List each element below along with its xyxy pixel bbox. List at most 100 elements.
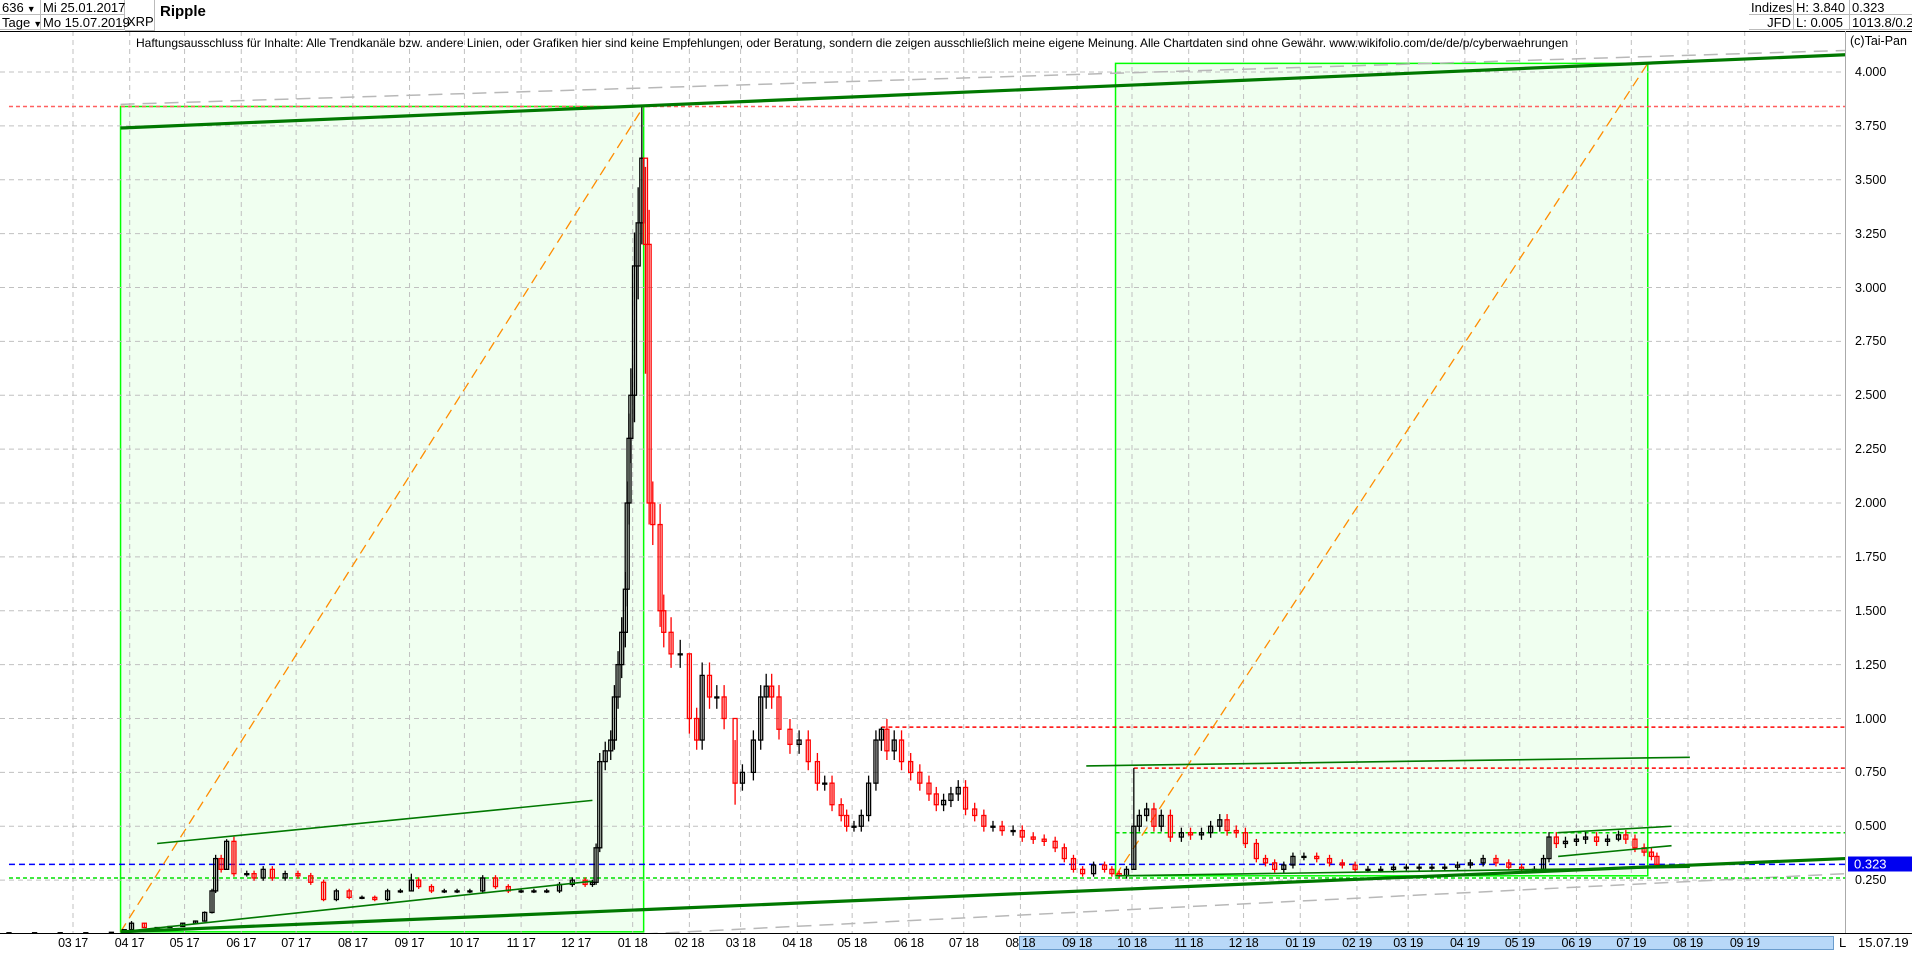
candle-body: [865, 782, 872, 817]
candle-body: [940, 799, 947, 806]
candle-body: [1070, 857, 1077, 871]
candle-body: [661, 610, 667, 633]
candle-body: [668, 631, 674, 655]
candle-body: [694, 717, 700, 741]
candle-body: [333, 890, 340, 901]
candle-body: [1151, 808, 1157, 827]
candle-body: [1019, 829, 1025, 838]
price-tick-label: 4.000: [1855, 65, 1887, 79]
candle-body: [972, 808, 978, 817]
end-date: 15.07.19: [1858, 935, 1909, 950]
candle-body: [1290, 855, 1296, 866]
candle-body: [1326, 857, 1333, 864]
candle-body: [1562, 840, 1569, 845]
time-tick-label: 12 18: [1228, 936, 1259, 950]
time-tick-label: 05 17: [169, 936, 200, 950]
candle-body: [269, 868, 276, 879]
price-tick-label: 3.750: [1855, 118, 1887, 133]
diagonal-projection-line: [1114, 63, 1649, 877]
candle-body: [955, 786, 961, 795]
candle-body: [1416, 866, 1422, 869]
candle-body: [642, 157, 649, 246]
time-tick-label: 09 18: [1062, 936, 1092, 950]
candle-body: [615, 663, 621, 698]
trend-line: [120, 880, 593, 933]
candle-body: [714, 696, 720, 699]
time-tick-label: 07 17: [281, 936, 312, 950]
candle-body: [732, 717, 738, 784]
candle-body: [1109, 868, 1115, 875]
trend-line: [1086, 756, 1690, 767]
candle-body: [796, 739, 802, 746]
candle-body: [397, 890, 404, 893]
time-scrollbar[interactable]: [1019, 936, 1834, 950]
candle-body: [1403, 866, 1409, 869]
time-tick-label: 06 17: [226, 936, 257, 950]
candle-body: [1217, 819, 1223, 827]
candle-body: [908, 760, 914, 774]
candle-body: [917, 771, 923, 784]
candle-body: [282, 873, 288, 879]
candle-body: [602, 750, 608, 763]
candle-body: [593, 847, 599, 883]
period: Tage: [2, 15, 31, 30]
candle-body: [763, 685, 769, 698]
candle-body: [829, 782, 835, 806]
candle-body: [251, 873, 257, 879]
candle-body: [1493, 857, 1499, 864]
candle-body: [933, 793, 939, 806]
time-tick-label: 02 18: [674, 936, 705, 950]
price-tick-label: 2.750: [1855, 334, 1887, 349]
candle-body: [518, 890, 524, 893]
time-tick-label: 04 17: [114, 936, 145, 950]
symbol: XRP: [125, 0, 155, 31]
bar-count-dropdown[interactable]: 636 ▼: [0, 0, 41, 15]
candle-body: [844, 814, 850, 827]
candle-body: [1454, 864, 1461, 868]
date-to[interactable]: Mo 15.07.2019: [41, 15, 130, 30]
price-tick-label: 0.250: [1855, 873, 1887, 888]
log-scale-button[interactable]: L: [1839, 935, 1847, 950]
candle-body: [244, 873, 250, 876]
candle-body: [1352, 864, 1358, 870]
candle-body: [1136, 814, 1142, 827]
date-from[interactable]: Mi 25.01.2017: [41, 0, 126, 15]
price-tick-label: 3.500: [1855, 172, 1887, 187]
candle-body: [213, 857, 219, 892]
candle-body: [454, 890, 460, 893]
candle-body: [202, 911, 208, 922]
candle-body: [686, 653, 693, 720]
candle-body: [1648, 851, 1655, 858]
trend-line: [1558, 844, 1672, 858]
time-tick-label: 06 19: [1561, 936, 1592, 950]
candle-body: [822, 782, 828, 785]
chevron-down-icon: ▼: [33, 19, 43, 29]
candle-body: [1365, 868, 1371, 871]
candle-body: [631, 265, 638, 396]
time-tick-label: 10 18: [1117, 936, 1147, 950]
time-tick-label: 11 18: [1174, 936, 1204, 950]
candle-body: [1546, 836, 1552, 860]
time-tick-label: 12 17: [561, 936, 591, 950]
time-axis[interactable]: [0, 933, 1912, 953]
period-dropdown[interactable]: Tage ▼: [0, 15, 43, 30]
candle-body: [608, 739, 614, 752]
candle-body: [1281, 864, 1287, 870]
candle-body: [1198, 832, 1205, 836]
candle-body: [209, 890, 215, 914]
diagonal-projection-line: [120, 106, 645, 933]
candle-body: [1553, 836, 1559, 845]
candle-body: [891, 739, 897, 752]
candle-body: [218, 857, 224, 871]
candle-body: [858, 814, 864, 827]
candle-body: [1615, 834, 1622, 840]
candle-body: [646, 243, 652, 504]
chart-header: 636 ▼ Mi 25.01.2017 Tage ▼ Mo 15.07.2019 X…: [0, 0, 1912, 32]
candle-body: [589, 881, 596, 886]
candle-body: [805, 739, 811, 763]
page-title: Ripple: [160, 3, 206, 20]
candle-body: [1030, 836, 1036, 840]
candle-body: [948, 793, 954, 802]
low-value: L: 0.005: [1794, 15, 1850, 30]
